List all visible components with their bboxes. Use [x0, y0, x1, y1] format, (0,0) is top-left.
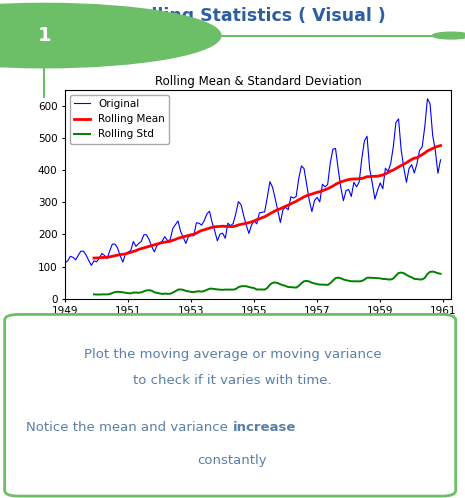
- FancyBboxPatch shape: [5, 314, 456, 496]
- Text: Plot the moving average or moving variance: Plot the moving average or moving varian…: [84, 348, 381, 361]
- Rolling Mean: [178, 235, 183, 241]
- Original: [333, 145, 339, 151]
- Rolling Mean: [330, 183, 336, 189]
- Original: [62, 260, 68, 266]
- Text: Notice the mean and variance: Notice the mean and variance: [27, 421, 232, 434]
- Line: Rolling Mean: Rolling Mean: [94, 145, 440, 258]
- Text: 1: 1: [37, 26, 51, 45]
- Original: [120, 259, 126, 265]
- Text: Rolling Statistics ( Visual ): Rolling Statistics ( Visual ): [126, 7, 385, 25]
- Rolling Mean: [370, 173, 375, 179]
- Rolling Mean: [118, 251, 123, 257]
- Circle shape: [432, 32, 465, 39]
- Title: Rolling Mean & Standard Deviation: Rolling Mean & Standard Deviation: [155, 76, 361, 89]
- Rolling Std: [364, 275, 370, 281]
- Rolling Mean: [438, 142, 443, 148]
- Original: [425, 96, 430, 102]
- Line: Rolling Std: Rolling Std: [94, 271, 440, 294]
- Line: Original: Original: [65, 99, 440, 265]
- Text: constantly: constantly: [198, 454, 267, 467]
- Rolling Std: [370, 275, 375, 281]
- Original: [180, 235, 186, 241]
- Rolling Mean: [364, 174, 370, 180]
- Original: [367, 166, 372, 172]
- Rolling Std: [118, 289, 123, 295]
- Original: [91, 258, 97, 264]
- Rolling Std: [178, 286, 183, 292]
- Legend: Original, Rolling Mean, Rolling Std: Original, Rolling Mean, Rolling Std: [70, 95, 169, 143]
- Original: [438, 157, 443, 163]
- Text: to check if it varies with time.: to check if it varies with time.: [133, 374, 332, 387]
- Original: [88, 262, 94, 268]
- Rolling Std: [330, 277, 336, 283]
- Original: [372, 196, 378, 202]
- Rolling Std: [438, 271, 443, 277]
- Text: increase: increase: [232, 421, 296, 434]
- Circle shape: [0, 3, 221, 68]
